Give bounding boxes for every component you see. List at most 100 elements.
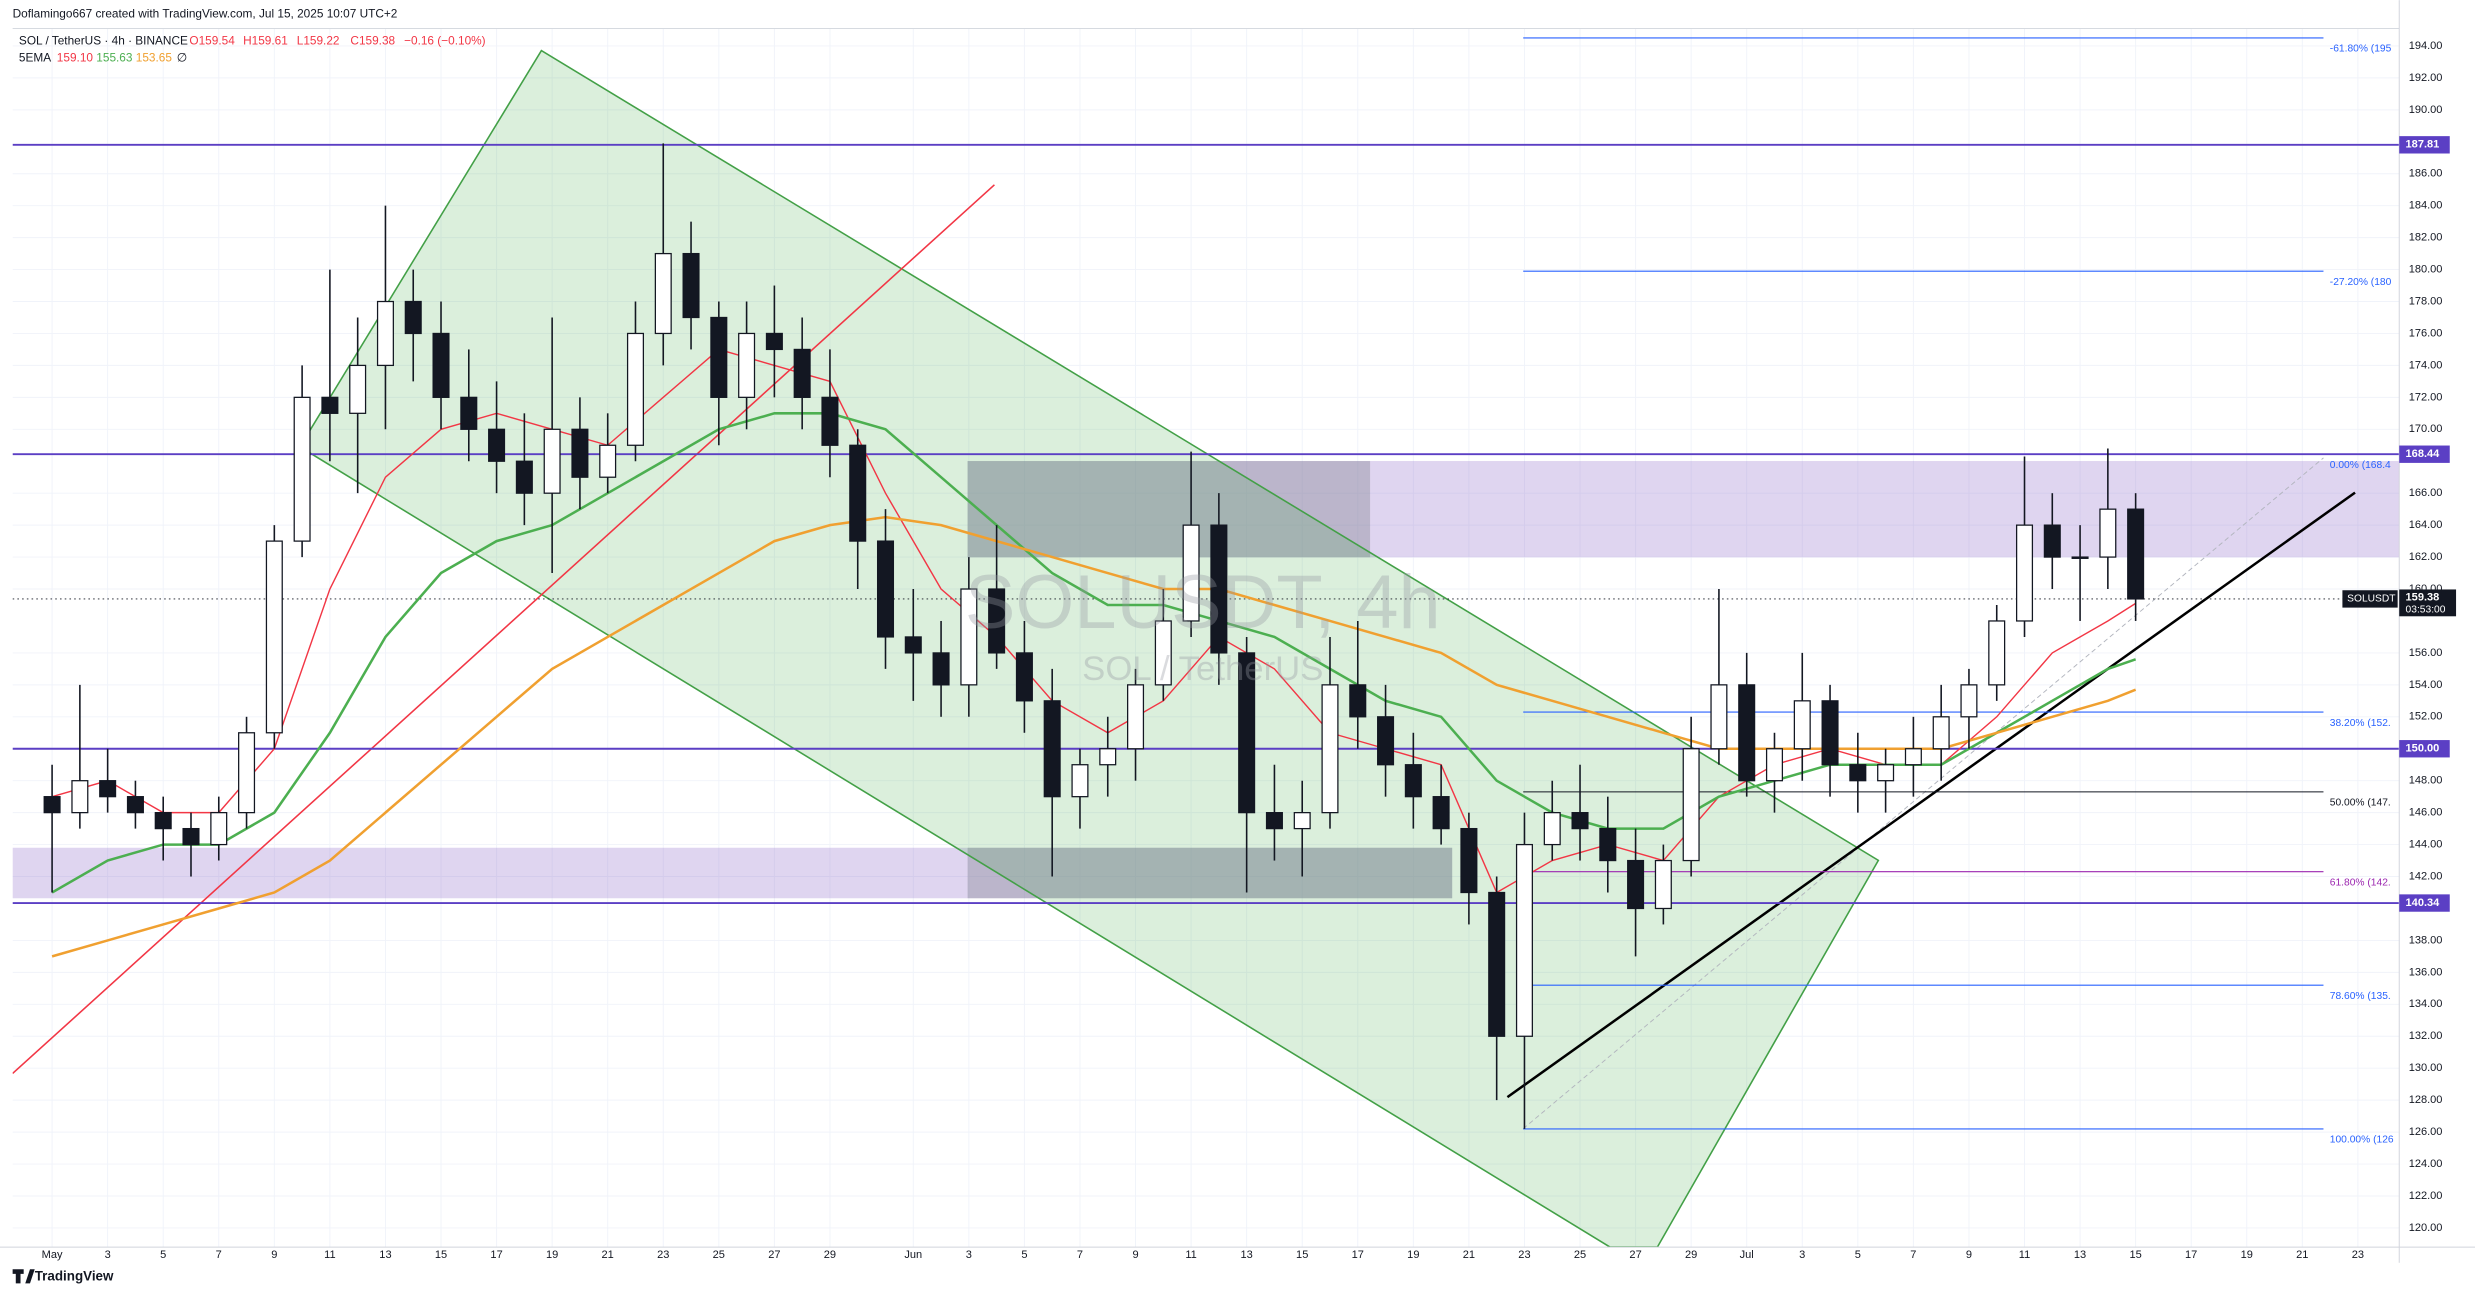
footer	[0, 1262, 2475, 1293]
candle-body	[1571, 812, 1589, 830]
x-tick-label: 17	[1352, 1249, 1364, 1261]
candle-body	[1932, 716, 1950, 750]
candle-body	[1154, 620, 1172, 686]
level-label: 187.81	[2406, 139, 2440, 151]
candle-body	[1321, 684, 1339, 814]
x-tick-label: 23	[1518, 1249, 1530, 1261]
candle-body	[1488, 891, 1506, 1037]
y-tick-label: 144.00	[2409, 839, 2443, 851]
indicator-value: 159.10	[57, 51, 94, 65]
y-tick-label: 174.00	[2409, 359, 2443, 371]
fib-label: 38.20% (152.	[2330, 718, 2391, 729]
candle-body	[1849, 764, 1867, 782]
plot	[12, 37, 2400, 1130]
candle-body	[2043, 524, 2061, 558]
x-tick-label: 25	[713, 1249, 725, 1261]
x-tick-label: 3	[105, 1249, 111, 1261]
y-tick-label: 138.00	[2409, 934, 2443, 946]
axes: 194.00 192.00 190.00 186.00 184.00 182.00 180.…	[42, 40, 2457, 1261]
ema-line	[51, 412, 2137, 894]
candle-body	[1543, 812, 1561, 846]
logo	[12, 1269, 35, 1284]
candle-body	[1710, 684, 1728, 750]
ohlc-value: H159.61	[243, 33, 288, 47]
candle-body	[1238, 652, 1256, 814]
indicator-value: 153.65	[136, 51, 173, 65]
x-tick-label: 7	[216, 1249, 222, 1261]
candle-body	[1793, 700, 1811, 750]
x-tick-label: 7	[1910, 1249, 1916, 1261]
level-badge	[2399, 740, 2450, 758]
y-tick-label: 190.00	[2409, 104, 2443, 116]
candle-body	[1654, 859, 1672, 910]
y-tick-label: 186.00	[2409, 168, 2443, 180]
candle-body	[99, 780, 117, 798]
candle-body	[765, 332, 783, 351]
candle-body	[1960, 684, 1978, 718]
fib-label: 0.00% (168.4	[2330, 460, 2391, 471]
level-badge	[2399, 894, 2450, 912]
x-tick-label: 15	[2129, 1249, 2141, 1261]
y-tick-label: 142.00	[2409, 870, 2443, 882]
candle-body	[1182, 524, 1200, 622]
candle-body	[1015, 652, 1033, 702]
x-tick-label: 29	[1685, 1249, 1697, 1261]
candle-body	[2127, 508, 2145, 600]
candle-body	[738, 332, 756, 398]
level-badge	[2399, 136, 2450, 154]
y-tick-label: 162.00	[2409, 551, 2443, 563]
candle-body	[349, 364, 367, 414]
credit: Doflamingo667 created with TradingView.c…	[13, 6, 398, 20]
x-tick-label: 21	[602, 1249, 614, 1261]
y-tick-label: 130.00	[2409, 1062, 2443, 1074]
candle-body	[654, 252, 672, 335]
candle-body	[1765, 748, 1784, 782]
last-label: 159.38	[2406, 591, 2440, 603]
candle-body	[404, 300, 422, 335]
x-tick-label: 5	[1021, 1249, 1027, 1261]
candle-body	[1821, 700, 1839, 766]
y-tick-label: 164.00	[2409, 519, 2443, 531]
x-tick-label: 21	[1463, 1249, 1475, 1261]
level-badge	[2399, 445, 2450, 463]
x-tick-label: 13	[2074, 1249, 2086, 1261]
candle-body	[1515, 843, 1533, 1037]
x-tick-label: 23	[2352, 1249, 2364, 1261]
candle-body	[1071, 764, 1089, 798]
symbol: SOL / TetherUS · 4h · BINANCE	[19, 33, 188, 47]
x-tick-label: 9	[271, 1249, 277, 1261]
fib-label: 61.80% (142.	[2330, 877, 2391, 888]
x-tick-label: 29	[824, 1249, 836, 1261]
candle-body	[1627, 859, 1645, 910]
candle-body	[904, 636, 922, 654]
x-tick-label: 13	[379, 1249, 391, 1261]
candle-body	[488, 428, 506, 462]
y-tick-label: 178.00	[2409, 295, 2443, 307]
red-trendline	[12, 184, 995, 1075]
drawings	[12, 49, 2400, 1248]
candle-body	[1099, 748, 1117, 766]
candle-body	[599, 444, 617, 478]
level-label: 168.44	[2406, 448, 2441, 460]
black-trendline	[1506, 491, 2356, 1099]
y-tick-label: 148.00	[2409, 775, 2443, 787]
x-tick-label: 25	[1574, 1249, 1586, 1261]
candle-body	[265, 540, 283, 734]
candle-body	[1127, 684, 1145, 750]
candle-body	[821, 396, 839, 446]
x-tick-label: 7	[1077, 1249, 1083, 1261]
level-label: 140.34	[2406, 897, 2441, 909]
y-tick-label: 134.00	[2409, 998, 2443, 1010]
y-tick-label: 146.00	[2409, 807, 2443, 819]
candle-body	[126, 796, 144, 814]
fib-diagonal	[1522, 457, 2324, 1130]
candle-body	[321, 396, 339, 414]
candle-body	[1265, 812, 1283, 830]
y-tick-label: 120.00	[2409, 1222, 2443, 1234]
candle-body	[960, 588, 978, 686]
ohlc-value: C159.38	[350, 33, 395, 47]
candle-body	[1043, 700, 1061, 798]
x-tick-label: 3	[966, 1249, 972, 1261]
y-tick-label: 154.00	[2409, 679, 2443, 691]
